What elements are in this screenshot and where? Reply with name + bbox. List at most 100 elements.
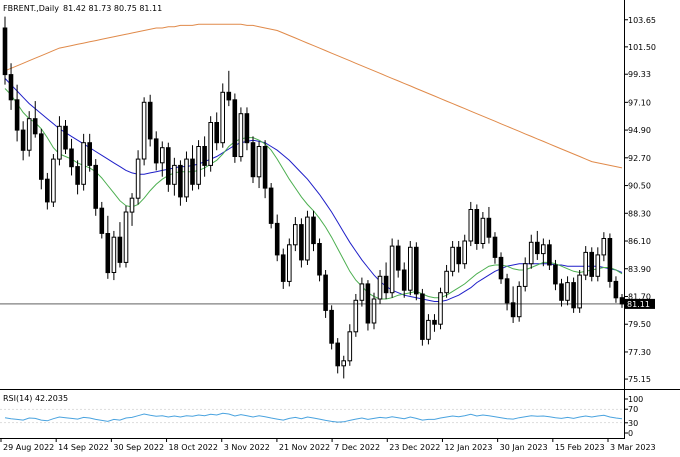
candle [474,204,480,250]
candle [26,111,32,157]
x-tick-label: 15 Feb 2023 [555,443,605,452]
candle [335,338,340,374]
candle [389,238,395,298]
candle [117,222,123,268]
candle [293,217,298,252]
price-y-tick-label: 88.30 [628,209,651,218]
candle [105,215,111,279]
candle [317,238,322,282]
price-y-tick-label: 103.65 [628,16,656,25]
candle [559,278,564,307]
candle [93,159,99,216]
candle [541,238,546,267]
candle [577,270,582,313]
candle [32,101,38,138]
candle [426,314,431,345]
candle [129,193,135,226]
candle [69,138,74,176]
candle [383,262,389,300]
candle [190,145,195,191]
candle [123,205,129,268]
x-tick-label: 3 Nov 2022 [224,443,270,452]
candle [214,112,219,151]
price-y-tick-label: 81.70 [628,292,651,301]
candle [547,239,552,271]
candle [14,84,20,142]
candle [81,133,86,191]
price-y-tick-label: 79.50 [628,320,651,329]
price-y-axis: 103.65 101.50 99.33 97.10 94.90 92.70 90.50 88.… [624,16,656,384]
candle [613,276,619,303]
candle [160,141,165,177]
candle [607,233,613,288]
x-tick-label: 18 Oct 2022 [169,443,218,452]
candle [450,241,455,277]
ma-mid-line [4,78,623,302]
candle [528,234,534,269]
candle [432,314,437,332]
candle [444,264,449,298]
price-y-tick-label: 99.33 [628,70,651,79]
candle [178,160,183,206]
candle [468,201,474,247]
x-axis: 29 Aug 2022 14 Sep 2022 30 Sep 2022 18 Oct … [0,438,656,452]
candle [8,63,14,110]
ma-slow-series [4,23,623,169]
candle [141,97,147,166]
price-y-tick-label: 97.10 [628,98,651,107]
candle [311,210,316,252]
candle [226,70,232,107]
x-tick-label: 29 Aug 2022 [3,443,54,452]
last-price-label: 81.11 [627,300,650,309]
candlestick-series [2,16,625,379]
candle [202,136,207,177]
candle [347,324,353,366]
price-y-tick-label: 94.90 [628,126,651,135]
candle [75,160,80,195]
candle [250,136,256,184]
x-tick-label: 12 Jan 2023 [444,443,492,452]
candle [244,107,250,151]
candle [280,248,286,289]
candle [341,355,346,379]
candle [522,257,528,292]
candle [63,119,68,155]
candle [329,305,334,350]
candle [583,246,589,281]
candle [462,234,467,269]
candle [510,286,516,323]
candle [323,270,328,318]
candle [238,107,244,162]
x-tick-label: 7 Dec 2022 [334,443,380,452]
chart-header-symbol: FBRENT.,Daily [3,4,59,13]
candle [565,276,570,306]
candle [153,131,159,171]
candle [262,140,268,199]
candle [371,292,377,330]
candle [268,183,274,229]
candle [208,116,213,172]
candle [408,241,413,296]
candle [595,247,601,282]
candle [359,277,365,307]
candle [553,259,558,291]
candle [111,230,117,281]
rsi-y-tick-label: 100 [628,395,643,404]
candle [256,141,262,189]
candle [480,212,486,249]
price-y-tick-label: 86.10 [628,237,651,246]
candle [274,214,280,262]
candle [39,128,44,190]
candle [232,93,238,163]
candle [377,270,383,305]
price-y-tick-label: 92.70 [628,154,651,163]
x-tick-label: 21 Nov 2022 [279,443,330,452]
x-tick-label: 30 Jan 2023 [500,443,548,452]
candle [414,242,419,301]
candle [516,281,522,322]
candle [2,16,8,85]
rsi-line [4,412,623,423]
